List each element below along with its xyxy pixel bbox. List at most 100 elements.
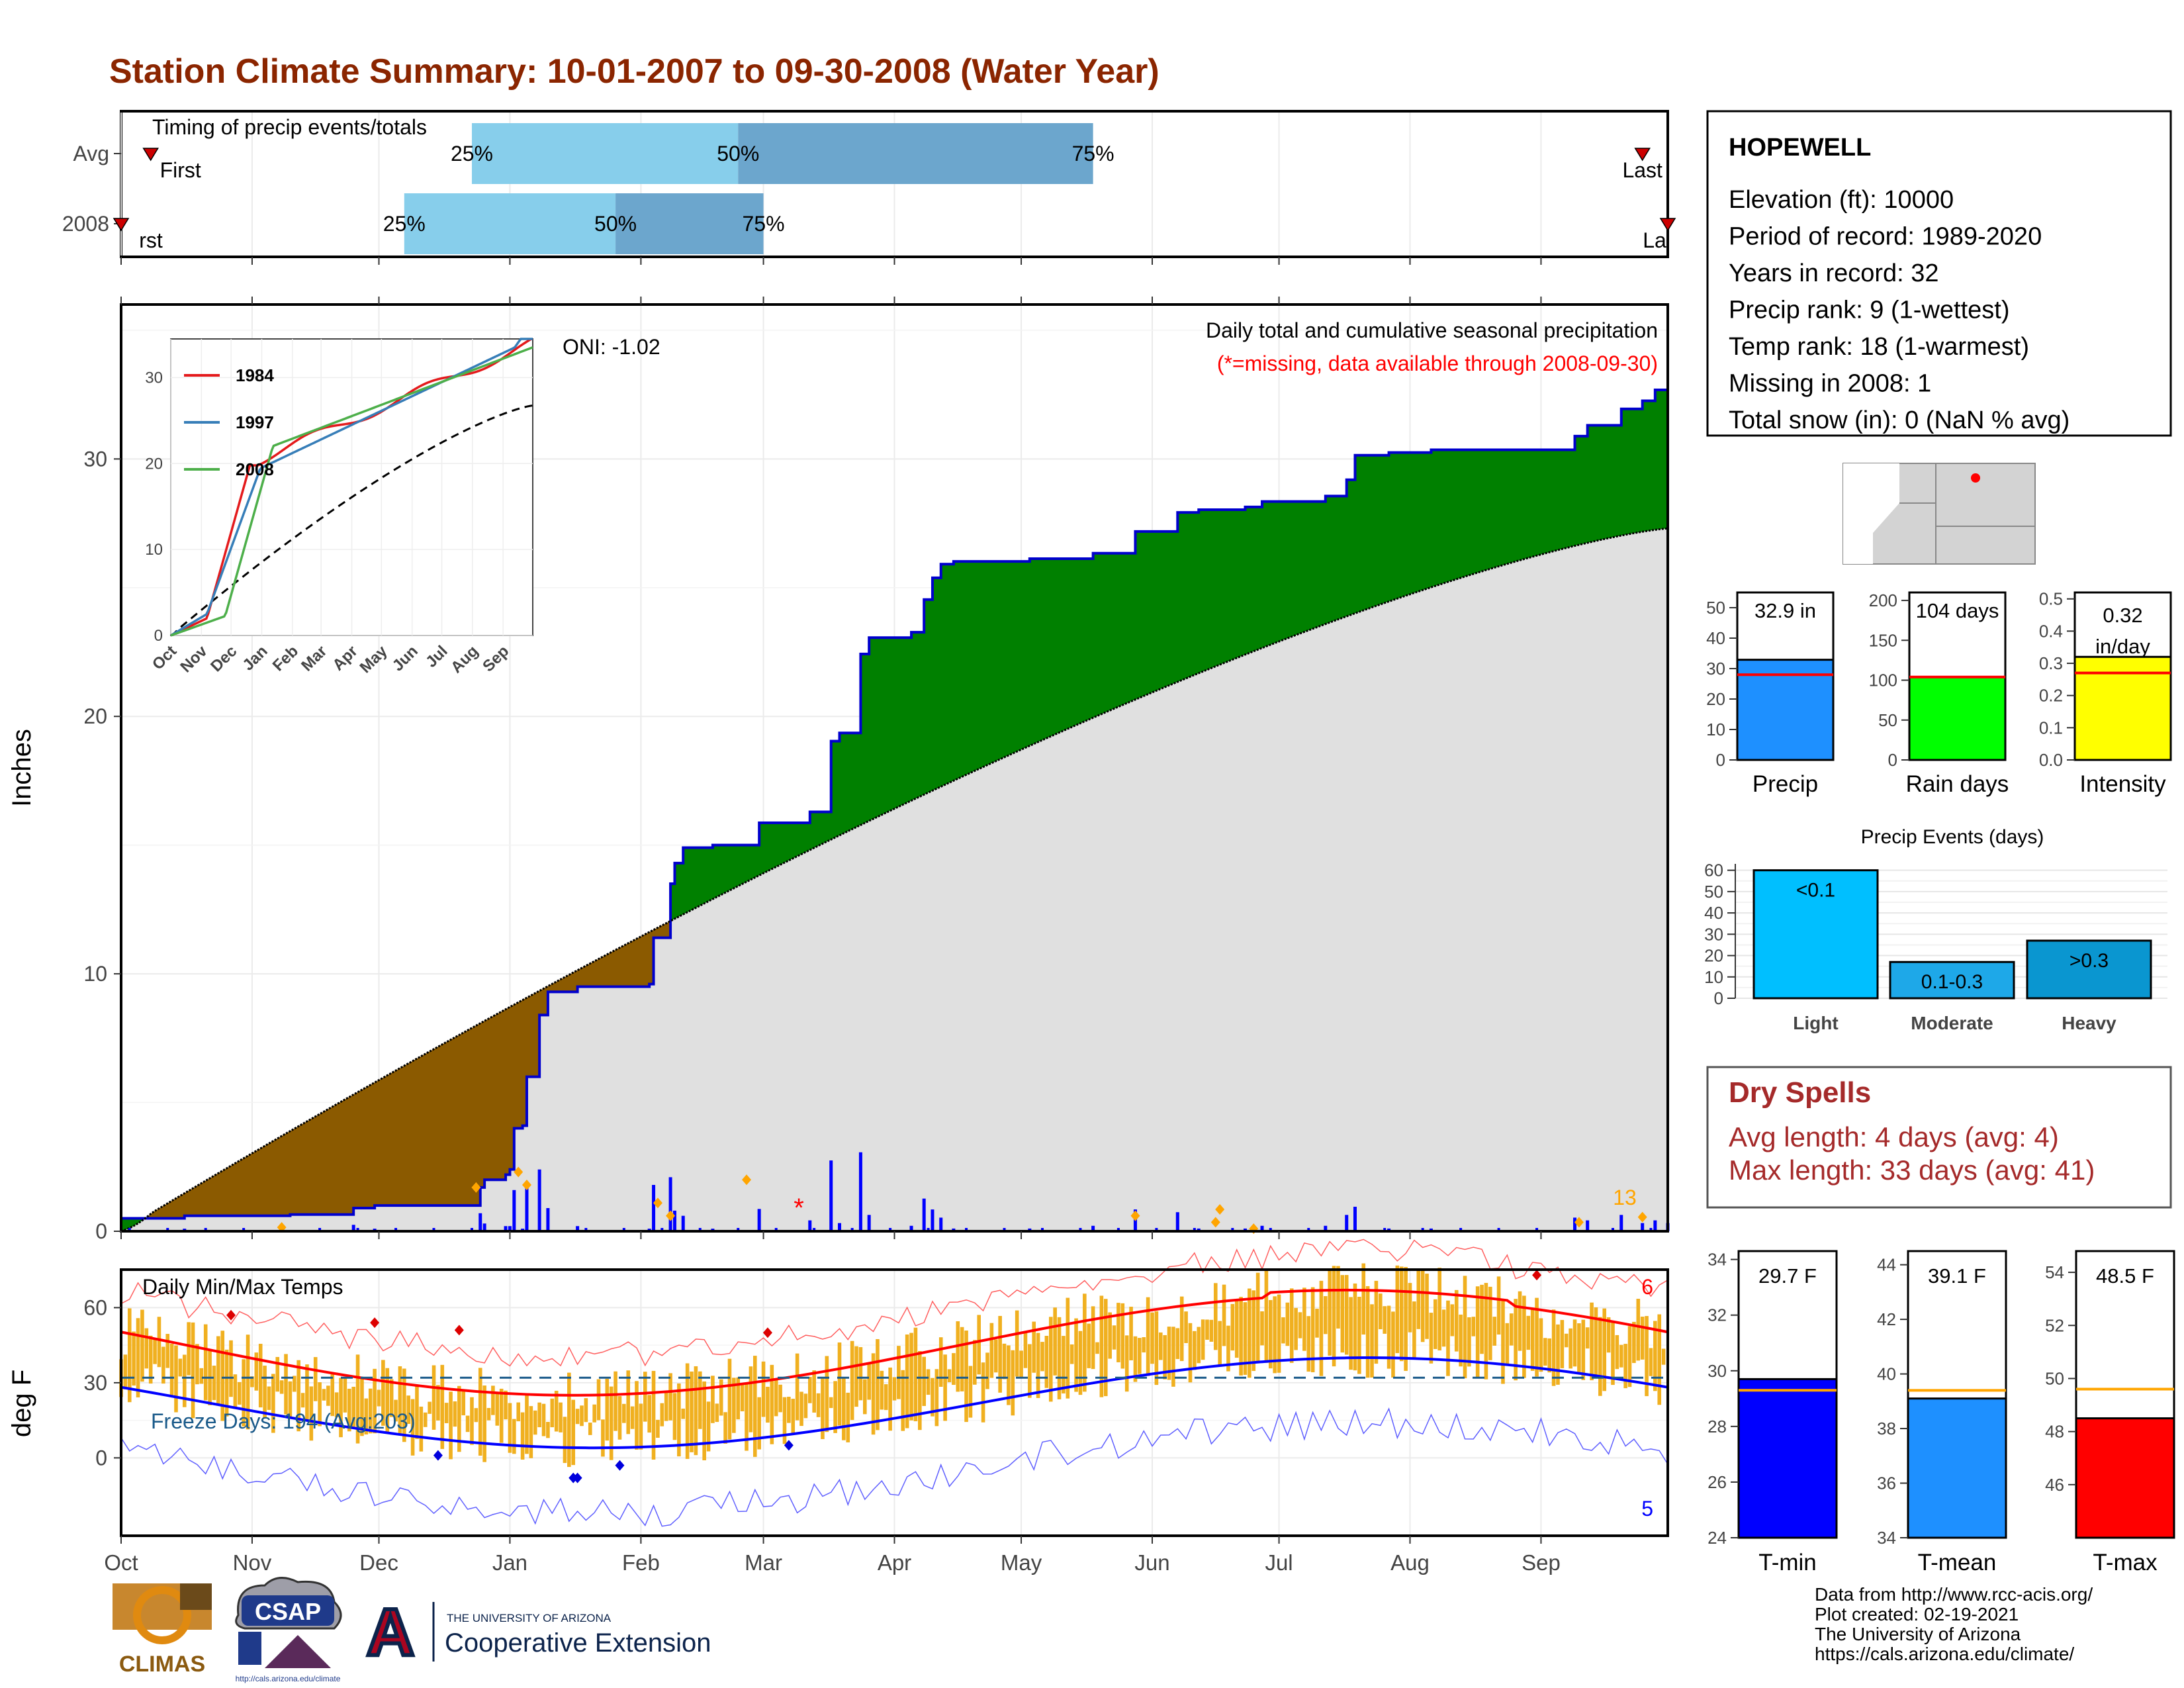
daily-temp-bar — [807, 1377, 812, 1403]
heavy-event-marker — [653, 1197, 662, 1209]
events-tag: 0.1-0.3 — [1921, 971, 1983, 993]
daily-temp-bar — [1264, 1270, 1269, 1363]
daily-precip-bar — [1003, 1228, 1006, 1231]
daily-temp-bar — [1450, 1304, 1455, 1336]
daily-temp-bar — [740, 1383, 745, 1412]
daily-temp-bar — [1391, 1311, 1395, 1378]
daily-precip-bar — [1619, 1215, 1623, 1231]
daily-temp-bar — [1522, 1295, 1526, 1378]
daily-temp-bar — [541, 1403, 546, 1436]
info-line: Years in record: 32 — [1729, 259, 1939, 287]
daily-temp-bar — [1019, 1350, 1023, 1378]
timing-bar-25-50 — [471, 123, 739, 184]
daily-temp-bar — [947, 1369, 952, 1382]
daily-precip-bar — [672, 1210, 676, 1231]
daily-temp-bar — [1441, 1309, 1446, 1347]
daily-temp-bar — [842, 1377, 846, 1440]
daily-temp-bar — [977, 1315, 981, 1375]
daily-precip-bar — [470, 1228, 473, 1231]
daily-temp-bar — [1112, 1325, 1116, 1350]
daily-precip-bar — [394, 1228, 398, 1231]
daily-temp-bar — [1066, 1297, 1070, 1399]
daily-temp-bar — [1315, 1309, 1319, 1338]
events-bar-heavy — [2026, 939, 2152, 1000]
daily-precip-bar — [1387, 1228, 1391, 1231]
info-line: Temp rank: 18 (1-warmest) — [1729, 333, 2029, 361]
oni-label: ONI: -1.02 — [563, 335, 660, 359]
daily-temp-bar — [1611, 1321, 1615, 1385]
daily-temp-bar — [1585, 1327, 1590, 1349]
daily-precip-bar — [1197, 1228, 1201, 1231]
daily-temp-bar — [1234, 1300, 1239, 1358]
daily-temp-bar — [1239, 1297, 1243, 1376]
daily-temp-bar — [318, 1382, 322, 1427]
timing-bar-50-75 — [615, 193, 764, 254]
timing-row-label: 2008 — [62, 212, 109, 236]
timing-title: Timing of precip events/totals — [152, 115, 427, 139]
precip-ytick: 0 — [95, 1219, 107, 1243]
daily-temp-bar — [533, 1410, 537, 1435]
daily-temp-bar — [1103, 1299, 1108, 1397]
daily-temp-bar — [499, 1388, 504, 1443]
daily-temp-bar — [736, 1377, 741, 1420]
daily-temp-bar — [351, 1386, 355, 1427]
daily-precip-bar — [1079, 1228, 1082, 1231]
daily-precip-bar — [889, 1228, 892, 1231]
heavy-event-marker — [1210, 1217, 1220, 1228]
precip-bar — [1736, 659, 1835, 761]
daily-temp-bar — [1226, 1325, 1230, 1372]
temp-ytick: 30 — [83, 1371, 107, 1395]
daily-precip-bar — [922, 1198, 926, 1231]
daily-precip-bar — [1573, 1217, 1577, 1231]
daily-temp-bar — [749, 1366, 753, 1432]
daily-temp-bar — [1133, 1336, 1138, 1382]
daily-temp-bar — [609, 1386, 614, 1460]
daily-temp-bar — [901, 1370, 905, 1431]
daily-precip-bar — [128, 1228, 131, 1231]
daily-temp-bar — [934, 1369, 939, 1427]
daily-temp-bar — [1158, 1332, 1163, 1360]
daily-temp-bar — [300, 1393, 305, 1408]
inset-series-1997 — [170, 338, 533, 637]
month-label-jan: Jan — [492, 1550, 527, 1575]
daily-temp-bar — [630, 1406, 635, 1429]
daily-temp-bar — [529, 1406, 533, 1458]
daily-temp-bar — [343, 1377, 347, 1413]
first-event-label: First — [160, 158, 201, 182]
daily-precip-bar — [525, 1182, 529, 1231]
daily-temp-bar — [592, 1404, 596, 1423]
heavy-event-marker — [1637, 1211, 1647, 1223]
station-location-marker — [1971, 473, 1980, 483]
daily-precip-bar — [1573, 1228, 1576, 1231]
record-high-marker — [226, 1309, 236, 1321]
daily-temp-bar — [563, 1417, 567, 1464]
daily-precip-bar — [482, 1223, 486, 1231]
daily-temp-bar — [1425, 1274, 1429, 1339]
daily-precip-bar — [1653, 1220, 1657, 1231]
daily-precip-bar — [1383, 1228, 1387, 1231]
events-ytick: 10 — [1704, 967, 1723, 987]
freeze-days: Freeze Days: 194 (Avg:203) — [151, 1409, 416, 1433]
precip-ylabel: Inches — [7, 729, 36, 807]
daily-temp-bar — [199, 1368, 204, 1384]
daily-precip-bar — [1040, 1228, 1044, 1231]
daily-temp-bar — [664, 1392, 668, 1421]
daily-temp-bar — [1560, 1320, 1565, 1368]
daily-temp-bar — [1091, 1306, 1095, 1370]
daily-temp-bar — [1083, 1293, 1087, 1392]
daily-temp-bar — [672, 1393, 677, 1440]
daily-temp-bar — [1095, 1342, 1099, 1354]
daily-precip-bar — [1459, 1228, 1463, 1231]
daily-temp-bar — [745, 1384, 749, 1451]
daily-temp-bar — [803, 1393, 808, 1419]
daily-temp-bar — [1053, 1307, 1057, 1376]
temp-chart-tmax: 46 48 50 52 54 48.5 F T-max — [2045, 1250, 2175, 1575]
month-label-jul: Jul — [1265, 1550, 1293, 1575]
daily-temp-bar — [1598, 1317, 1602, 1396]
tmean-ytick: 36 — [1877, 1474, 1896, 1493]
daily-temp-bar — [339, 1378, 343, 1438]
tmax-label: T-max — [2093, 1550, 2158, 1575]
daily-precip-bar — [1231, 1228, 1234, 1231]
temp-ytick: 0 — [95, 1446, 107, 1470]
daily-temp-bar — [1213, 1283, 1218, 1350]
